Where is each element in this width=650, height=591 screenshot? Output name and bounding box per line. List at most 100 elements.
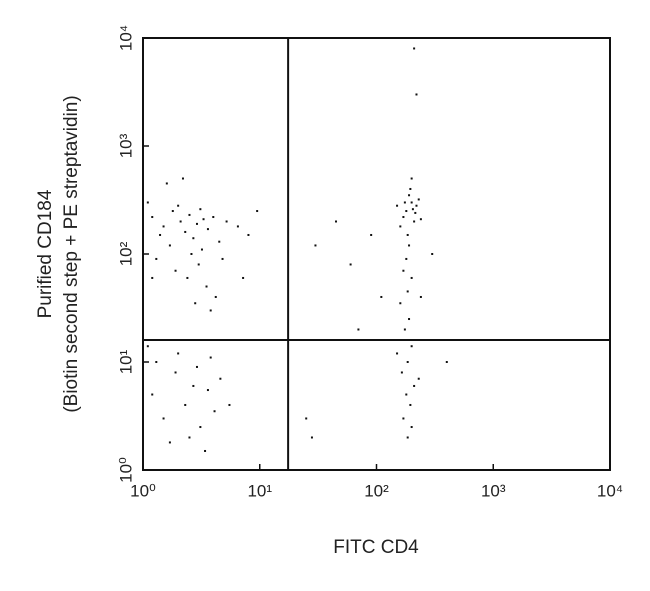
dot (151, 216, 154, 219)
dot (405, 393, 408, 396)
dot (200, 248, 203, 251)
dot (188, 213, 191, 216)
dot (181, 177, 184, 180)
dot (168, 244, 171, 247)
dot (396, 352, 399, 355)
dot (410, 276, 413, 279)
dot (162, 417, 165, 420)
dot (409, 187, 412, 190)
dot (305, 417, 308, 420)
dot (184, 230, 187, 233)
dot (195, 365, 198, 368)
dot (212, 216, 215, 219)
dot (209, 356, 212, 359)
dot (162, 225, 165, 228)
dot (204, 449, 207, 452)
dot (406, 290, 409, 293)
y-tick-label: 10⁰ (116, 457, 135, 483)
dot (188, 436, 191, 439)
dot (408, 244, 411, 247)
dot (159, 233, 162, 236)
dot (419, 218, 422, 221)
dot (402, 269, 405, 272)
dot (225, 220, 228, 223)
dot (155, 361, 158, 363)
dot (186, 276, 189, 279)
dot (403, 328, 406, 331)
dot (399, 302, 402, 305)
dot (174, 371, 177, 374)
dot (219, 377, 222, 380)
dot (213, 410, 216, 413)
dot (399, 225, 402, 228)
y-tick-label: 10³ (116, 133, 135, 158)
dot (414, 211, 417, 214)
y-axis-label: (Biotin second step + PE streptavidin) (61, 95, 82, 412)
dot (415, 93, 418, 96)
dot (247, 233, 250, 236)
dot (357, 328, 360, 331)
dot (155, 257, 158, 260)
x-tick-label: 10³ (481, 481, 506, 500)
dot (256, 210, 259, 213)
dot (171, 210, 174, 213)
dot (194, 302, 197, 305)
dot (400, 371, 403, 374)
dot (406, 361, 409, 363)
dot (403, 201, 406, 204)
dot (417, 198, 420, 201)
dot (236, 225, 239, 228)
dot (410, 201, 413, 204)
dot (228, 403, 231, 406)
dot (202, 218, 205, 221)
dot (151, 276, 154, 279)
dot (405, 210, 408, 213)
dot (214, 295, 217, 298)
dot (195, 222, 198, 225)
dot (146, 201, 149, 204)
dot (349, 263, 352, 266)
dot (192, 384, 195, 387)
dot (206, 228, 209, 231)
dot (370, 233, 373, 236)
dot (190, 253, 193, 255)
dot (396, 204, 399, 207)
y-tick-label: 10¹ (116, 349, 135, 374)
dot (174, 269, 177, 272)
dot (221, 257, 224, 260)
dot (199, 208, 202, 211)
dot (209, 309, 212, 312)
plot-frame (142, 37, 611, 471)
dot (413, 384, 416, 387)
dot (413, 47, 416, 50)
x-tick-label: 10⁰ (130, 481, 156, 500)
dot (242, 276, 245, 279)
dot (408, 194, 411, 197)
dot (402, 216, 405, 219)
dot (417, 377, 420, 380)
dot (410, 345, 413, 348)
dot (406, 233, 409, 236)
dot (314, 244, 317, 247)
dot (409, 403, 412, 406)
dot (218, 240, 221, 243)
dot (310, 436, 313, 439)
dot (151, 393, 154, 396)
dot (402, 417, 405, 420)
dot (410, 177, 413, 180)
dot (206, 389, 209, 392)
y-axis-label: Purified CD184 (35, 189, 56, 318)
y-tick-label: 10⁴ (116, 25, 135, 51)
x-tick-label: 10⁴ (597, 481, 623, 500)
dot (192, 237, 195, 240)
dot (415, 204, 418, 207)
dot (168, 441, 171, 444)
dot (146, 345, 149, 348)
dot (410, 426, 413, 429)
x-axis-label: FITC CD4 (333, 537, 419, 558)
dot (405, 257, 408, 260)
dot (177, 204, 180, 207)
dot (184, 403, 187, 406)
dot (419, 295, 422, 298)
